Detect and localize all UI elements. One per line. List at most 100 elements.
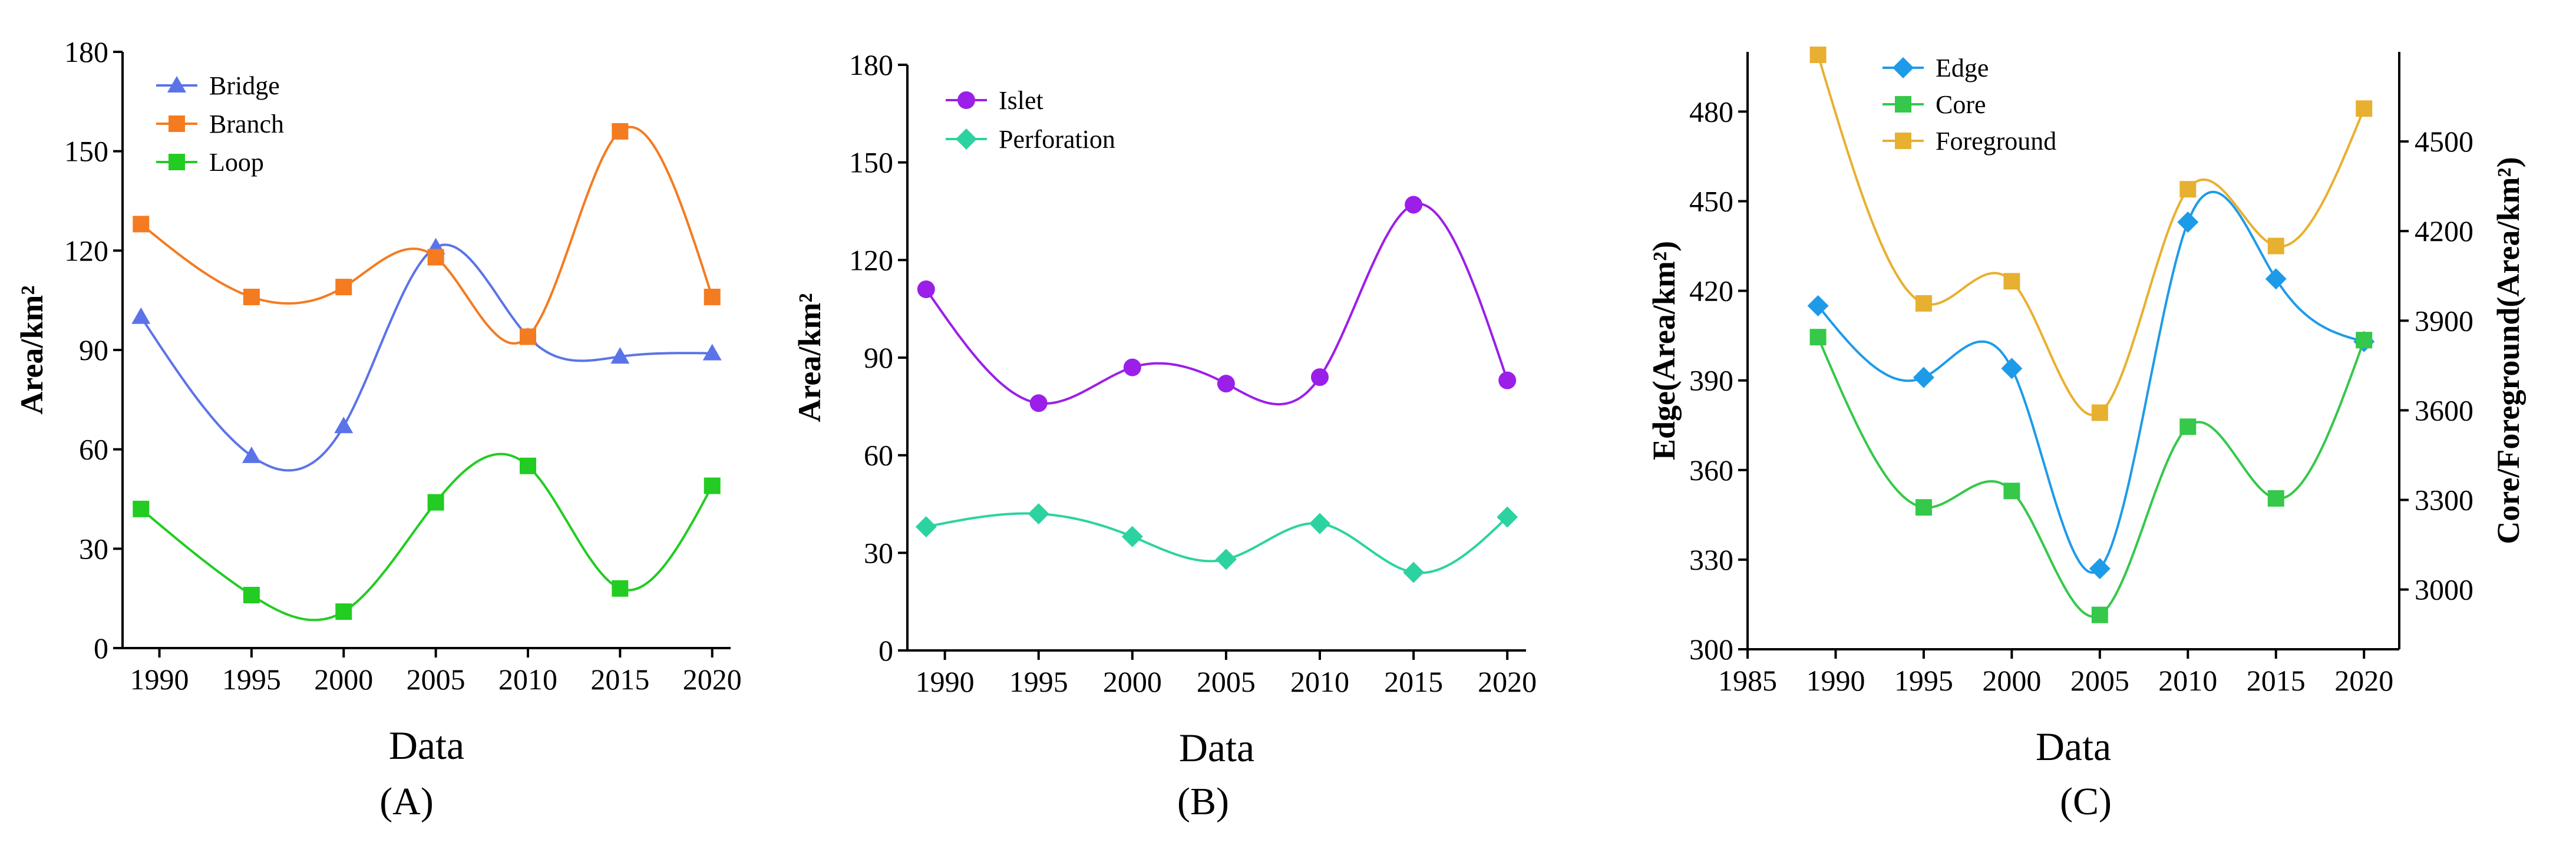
x-tick-label: 2020 bbox=[1478, 665, 1537, 698]
y-tick-label: 60 bbox=[79, 433, 108, 466]
y-axis-label: Edge(Area/km²) bbox=[1646, 241, 1682, 460]
series-perforation bbox=[915, 503, 1518, 583]
y2-tick-label: 3300 bbox=[2415, 484, 2473, 517]
data-point-edge bbox=[1807, 295, 1829, 316]
data-point-loop bbox=[704, 477, 721, 494]
data-point-bridge bbox=[610, 347, 630, 364]
data-point-edge bbox=[2177, 211, 2199, 233]
x-tick-label: 2000 bbox=[1982, 664, 2041, 697]
legend-marker bbox=[1895, 96, 1911, 113]
legend-item-islet: Islet bbox=[946, 86, 1043, 115]
legend-label: Perforation bbox=[999, 125, 1115, 154]
data-point-foreground bbox=[2091, 404, 2108, 421]
data-point-loop bbox=[612, 580, 629, 597]
series-core bbox=[1809, 329, 2373, 623]
data-point-foreground bbox=[2179, 181, 2197, 198]
y-tick-label: 300 bbox=[1689, 633, 1733, 666]
legend-marker bbox=[169, 115, 185, 132]
data-point-foreground bbox=[1915, 295, 1932, 312]
x-axis-label: Data bbox=[2036, 724, 2111, 769]
x-tick-label: 2010 bbox=[1290, 665, 1349, 698]
data-point-edge bbox=[1913, 366, 1934, 388]
y2-tick-label: 4200 bbox=[2415, 214, 2473, 247]
x-tick-label: 1995 bbox=[1009, 665, 1068, 698]
panel-label: (A) bbox=[379, 780, 434, 823]
series-bridge bbox=[131, 237, 722, 472]
data-point-foreground bbox=[1809, 47, 1827, 64]
x-tick-label: 2010 bbox=[2158, 664, 2217, 697]
legend-item-bridge: Bridge bbox=[156, 71, 280, 100]
data-point-perforation bbox=[915, 516, 937, 538]
y2-tick-label: 3600 bbox=[2415, 394, 2473, 427]
x-tick-label: 2005 bbox=[2070, 664, 2129, 697]
data-point-islet bbox=[1405, 196, 1423, 214]
legend-label: Branch bbox=[209, 110, 284, 138]
x-axis-label: Data bbox=[1179, 725, 1254, 770]
y2-tick-label: 3900 bbox=[2415, 304, 2473, 337]
legend-marker bbox=[169, 154, 185, 170]
series-branch bbox=[133, 123, 721, 345]
y2-axis-label: Core/Foreground(Area/km²) bbox=[2491, 157, 2526, 544]
legend-marker bbox=[956, 128, 977, 150]
legend-marker bbox=[1893, 57, 1914, 78]
x-tick-label: 2005 bbox=[407, 663, 465, 696]
data-point-loop bbox=[133, 500, 150, 517]
data-point-branch bbox=[612, 123, 629, 140]
series-line-bridge bbox=[140, 243, 712, 472]
data-point-core bbox=[1915, 499, 1932, 516]
data-point-foreground bbox=[2356, 100, 2373, 117]
y-tick-label: 90 bbox=[79, 333, 108, 366]
chart-a: 0 30 60 90 120 150 180 1990 1995 2000 2005 2010 2015… bbox=[14, 35, 742, 823]
data-point-perforation bbox=[1497, 506, 1518, 528]
series-loop bbox=[133, 452, 721, 622]
chart-b: 0 30 60 90 120 150 180 1990 1995 2000 2005 2010 2015… bbox=[792, 48, 1537, 823]
x-tick-label: 2020 bbox=[2334, 664, 2393, 697]
y-tick-label: 120 bbox=[64, 234, 108, 267]
data-point-branch bbox=[520, 328, 536, 345]
legend-item-branch: Branch bbox=[156, 110, 284, 138]
legend-label: Core bbox=[1936, 90, 1986, 119]
x-tick-label: 2020 bbox=[683, 663, 742, 696]
data-point-islet bbox=[1123, 358, 1141, 376]
data-point-core bbox=[1809, 329, 1827, 346]
y-tick-label: 90 bbox=[864, 341, 893, 374]
x-tick-label: 2015 bbox=[2247, 664, 2306, 697]
data-point-bridge bbox=[131, 307, 151, 324]
x-axis-label: Data bbox=[389, 723, 464, 768]
data-point-branch bbox=[335, 279, 352, 296]
data-point-perforation bbox=[1309, 513, 1330, 534]
chart-c: 300 330 360 390 420 450 480 3000 3300 3600 3900 420… bbox=[1646, 47, 2526, 823]
data-point-bridge bbox=[334, 417, 354, 434]
x-tick-label: 2000 bbox=[1103, 665, 1162, 698]
data-point-loop bbox=[335, 603, 352, 620]
x-tick-label: 1995 bbox=[222, 663, 281, 696]
y-tick-label: 30 bbox=[864, 536, 893, 569]
data-point-islet bbox=[1029, 394, 1048, 412]
series-edge bbox=[1807, 190, 2375, 580]
data-point-perforation bbox=[1028, 503, 1049, 525]
data-point-foreground bbox=[2267, 237, 2284, 255]
y-axis-label: Area/km² bbox=[14, 285, 49, 414]
y-tick-label: 0 bbox=[94, 632, 108, 665]
data-point-core bbox=[2356, 332, 2373, 349]
data-point-loop bbox=[243, 587, 260, 604]
x-tick-label: 1990 bbox=[130, 663, 189, 696]
y-tick-label: 180 bbox=[64, 35, 108, 68]
data-point-bridge bbox=[242, 446, 261, 463]
x-tick-label: 2005 bbox=[1197, 665, 1256, 698]
legend-marker bbox=[1895, 133, 1911, 149]
data-point-islet bbox=[1498, 371, 1517, 389]
data-point-perforation bbox=[1121, 526, 1143, 547]
y-tick-label: 480 bbox=[1689, 95, 1733, 128]
y-tick-label: 450 bbox=[1689, 185, 1733, 218]
data-point-loop bbox=[520, 457, 536, 474]
x-tick-label: 1985 bbox=[1718, 664, 1777, 697]
data-point-edge bbox=[2001, 358, 2023, 379]
y-tick-label: 360 bbox=[1689, 454, 1733, 487]
y-tick-label: 60 bbox=[864, 439, 893, 472]
data-point-edge bbox=[2089, 558, 2111, 580]
legend-marker bbox=[167, 76, 186, 93]
data-point-islet bbox=[1217, 375, 1235, 393]
legend-label: Bridge bbox=[209, 71, 280, 100]
